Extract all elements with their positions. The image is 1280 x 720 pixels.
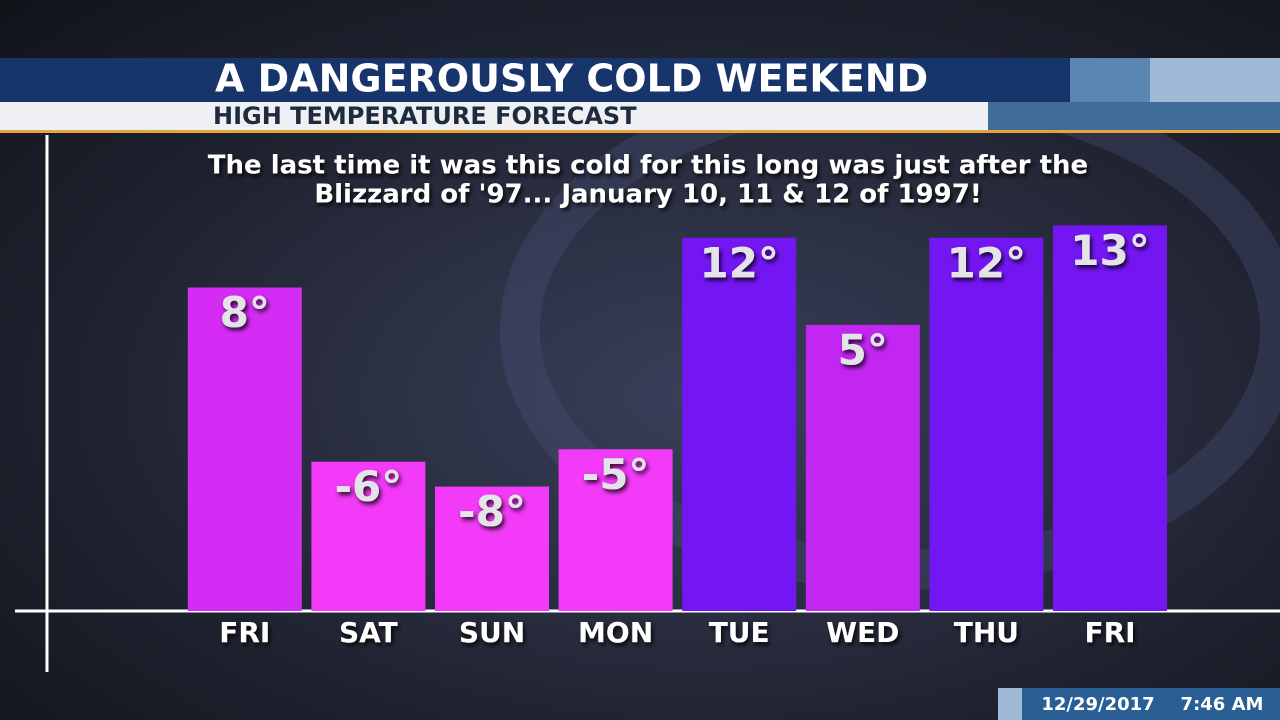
bar — [311, 461, 426, 611]
value-label: 12° — [947, 238, 1026, 287]
bar — [1053, 225, 1167, 611]
x-tick-label: SUN — [459, 616, 525, 649]
x-tick-label: THU — [954, 616, 1019, 649]
annotation: The last time it was this cold for this … — [208, 151, 1088, 181]
divider — [0, 130, 1280, 133]
x-tick-label: MON — [578, 616, 653, 649]
title-bar-accent — [1150, 58, 1280, 102]
annotation: Blizzard of '97... January 10, 11 & 12 o… — [314, 180, 981, 210]
timestamp-accent — [998, 688, 1022, 720]
date: 12/29/2017 — [1041, 694, 1154, 715]
bar — [435, 486, 549, 611]
value-label: -8° — [458, 487, 526, 536]
time: 7:46 AM — [1181, 694, 1264, 715]
value-label: -5° — [582, 450, 650, 499]
x-tick-label: WED — [826, 616, 899, 649]
value-label: 12° — [699, 238, 778, 287]
value-label: -6° — [335, 462, 403, 511]
x-tick-label: SAT — [339, 616, 398, 649]
bar — [187, 287, 302, 611]
x-tick-label: FRI — [1084, 616, 1135, 649]
bar — [558, 449, 673, 611]
bar — [805, 324, 920, 611]
timestamp-bar — [998, 688, 1280, 720]
subtitle-bar-accent — [988, 102, 1280, 130]
bar — [929, 237, 1044, 611]
value-label: 13° — [1070, 226, 1149, 275]
chart-title: A DANGEROUSLY COLD WEEKEND — [215, 57, 928, 101]
value-label: 8° — [220, 288, 270, 337]
x-tick-label: FRI — [219, 616, 270, 649]
bar — [682, 237, 797, 611]
x-tick-label: TUE — [709, 616, 770, 649]
chart-subtitle: HIGH TEMPERATURE FORECAST — [213, 102, 637, 130]
title-bar-accent — [1070, 58, 1150, 102]
title-bar — [0, 58, 1070, 102]
value-label: 5° — [838, 325, 888, 374]
subtitle-bar — [0, 102, 988, 130]
